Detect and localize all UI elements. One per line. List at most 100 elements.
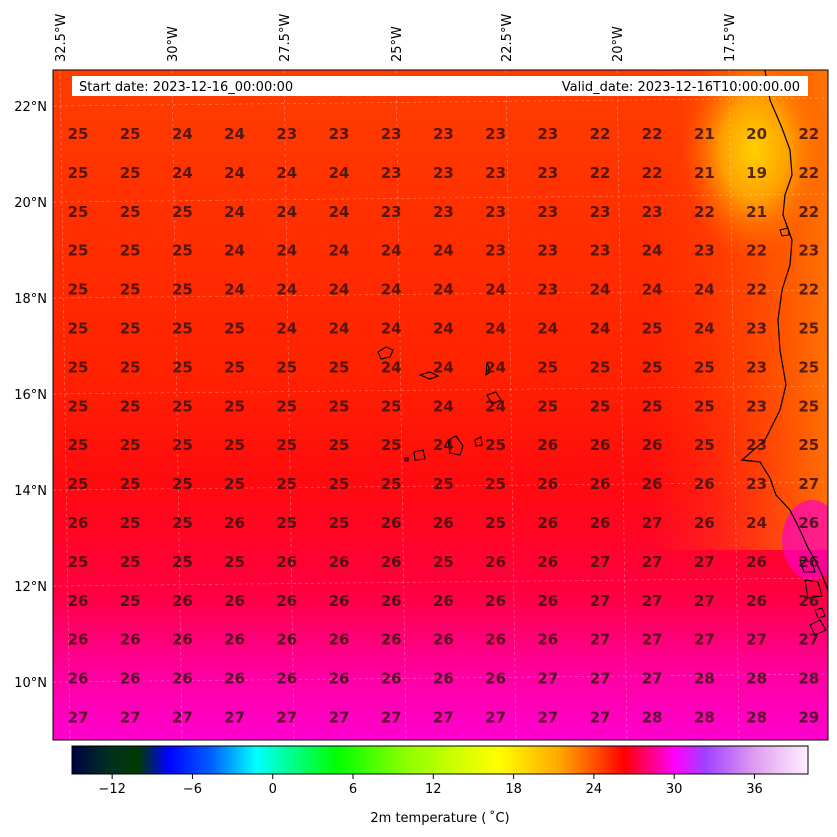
grid-value: 27 <box>642 631 663 649</box>
grid-value: 24 <box>485 358 506 376</box>
grid-value: 25 <box>798 320 819 338</box>
grid-value: 27 <box>537 709 558 727</box>
grid-value: 25 <box>224 436 245 454</box>
colorbar-tick-label: 12 <box>425 782 442 797</box>
longitude-label: 17.5°W <box>723 14 738 62</box>
grid-value: 24 <box>276 281 297 299</box>
grid-value: 26 <box>590 514 611 532</box>
grid-value: 22 <box>746 242 767 260</box>
grid-value: 26 <box>224 670 245 688</box>
grid-value: 25 <box>276 397 297 415</box>
grid-value: 25 <box>590 397 611 415</box>
colorbar-tick-label: 18 <box>505 782 522 797</box>
grid-value: 24 <box>381 358 402 376</box>
grid-value: 27 <box>172 709 193 727</box>
longitude-label: 30°W <box>166 26 181 62</box>
grid-value: 26 <box>590 436 611 454</box>
grid-value: 24 <box>329 203 350 221</box>
grid-value: 27 <box>590 631 611 649</box>
grid-value: 25 <box>642 320 663 338</box>
grid-value: 26 <box>537 592 558 610</box>
grid-value: 26 <box>433 670 454 688</box>
grid-value: 27 <box>642 670 663 688</box>
grid-value: 25 <box>120 125 141 143</box>
grid-value: 25 <box>172 203 193 221</box>
grid-value: 26 <box>798 553 819 571</box>
grid-value: 24 <box>485 397 506 415</box>
grid-value: 25 <box>276 436 297 454</box>
grid-value: 25 <box>224 553 245 571</box>
grid-value: 27 <box>485 709 506 727</box>
grid-value: 25 <box>68 397 89 415</box>
grid-value: 24 <box>329 164 350 182</box>
temperature-grid-values: 25 25 24 24 23 23 23 23 23 23 22 22 21 20 22 25 25 24 24 24… <box>68 125 820 727</box>
grid-value: 26 <box>485 553 506 571</box>
latitude-label: 18°N <box>14 292 47 307</box>
grid-value: 19 <box>746 164 767 182</box>
grid-value: 25 <box>68 320 89 338</box>
grid-value: 27 <box>746 631 767 649</box>
grid-value: 24 <box>381 242 402 260</box>
grid-value: 25 <box>68 358 89 376</box>
grid-value: 25 <box>381 475 402 493</box>
grid-value: 25 <box>485 436 506 454</box>
grid-value: 25 <box>68 242 89 260</box>
colorbar-tick-label: 6 <box>349 782 357 797</box>
grid-value: 27 <box>798 631 819 649</box>
grid-value: 25 <box>329 436 350 454</box>
grid-value: 24 <box>329 320 350 338</box>
grid-value: 26 <box>537 475 558 493</box>
grid-value: 23 <box>537 203 558 221</box>
grid-value: 27 <box>276 709 297 727</box>
grid-value: 25 <box>224 397 245 415</box>
grid-value: 23 <box>746 358 767 376</box>
coastal-islets <box>779 227 827 636</box>
grid-value: 26 <box>68 670 89 688</box>
grid-value: 24 <box>329 281 350 299</box>
grid-value: 24 <box>694 320 715 338</box>
grid-value: 22 <box>694 203 715 221</box>
grid-value: 26 <box>120 670 141 688</box>
grid-value: 25 <box>120 242 141 260</box>
grid-value: 25 <box>172 436 193 454</box>
grid-value: 25 <box>329 475 350 493</box>
grid-value: 26 <box>329 592 350 610</box>
grid-value: 24 <box>224 203 245 221</box>
grid-value: 26 <box>537 436 558 454</box>
grid-value: 26 <box>276 670 297 688</box>
grid-value: 26 <box>694 514 715 532</box>
grid-value: 25 <box>120 203 141 221</box>
grid-value: 21 <box>694 125 715 143</box>
latitude-labels: 22°N 20°N 18°N 16°N 14°N 12°N 10°N <box>14 100 47 691</box>
grid-value: 23 <box>537 125 558 143</box>
grid-value: 24 <box>433 358 454 376</box>
grid-value: 24 <box>746 514 767 532</box>
grid-value: 24 <box>172 125 193 143</box>
grid-value: 22 <box>798 281 819 299</box>
grid-value: 26 <box>433 592 454 610</box>
grid-value: 26 <box>537 631 558 649</box>
grid-value: 23 <box>433 125 454 143</box>
grid-value: 23 <box>537 281 558 299</box>
grid-value: 26 <box>590 475 611 493</box>
grid-value: 25 <box>120 592 141 610</box>
grid-value: 25 <box>120 553 141 571</box>
grid-value: 25 <box>329 358 350 376</box>
grid-value: 25 <box>120 358 141 376</box>
grid-value: 23 <box>381 125 402 143</box>
colorbar-tick-label: −12 <box>98 782 125 797</box>
grid-value: 25 <box>172 475 193 493</box>
grid-value: 22 <box>642 164 663 182</box>
grid-value: 25 <box>172 397 193 415</box>
grid-value: 24 <box>433 281 454 299</box>
grid-value: 23 <box>642 203 663 221</box>
grid-value: 26 <box>694 475 715 493</box>
grid-value: 23 <box>746 320 767 338</box>
colorbar-tick-label: 30 <box>666 782 683 797</box>
latitude-label: 12°N <box>14 580 47 595</box>
grid-value: 25 <box>329 397 350 415</box>
grid-value: 27 <box>642 514 663 532</box>
grid-value: 25 <box>120 436 141 454</box>
grid-value: 25 <box>433 553 454 571</box>
grid-value: 23 <box>590 242 611 260</box>
